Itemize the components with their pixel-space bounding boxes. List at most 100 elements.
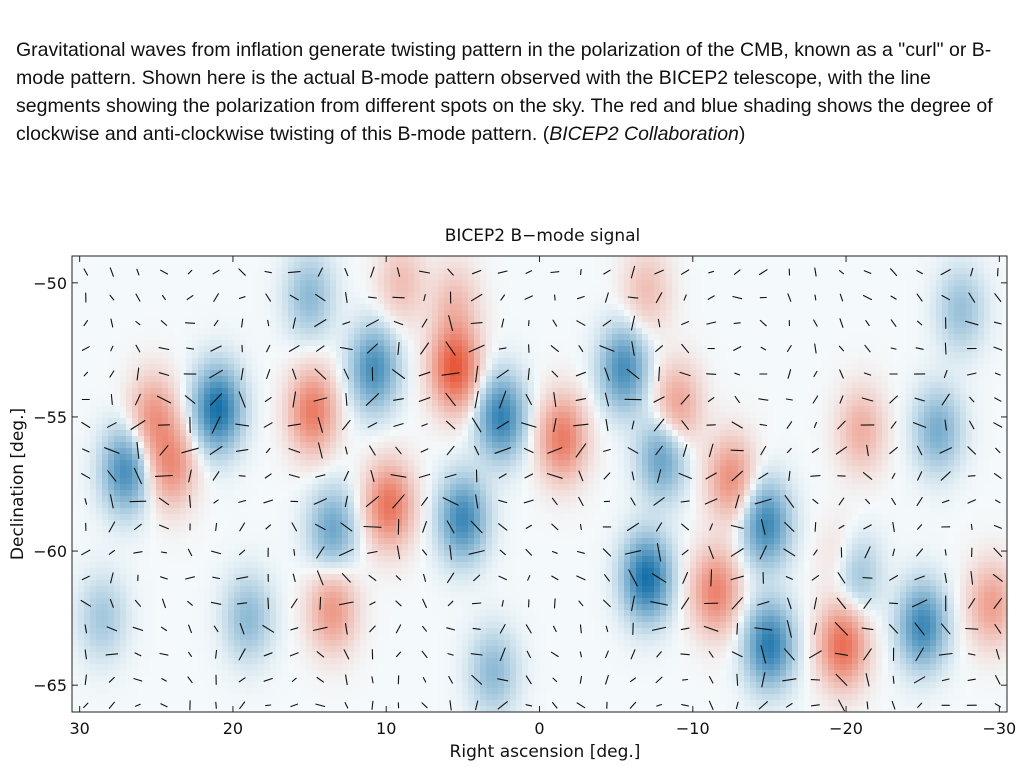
heat-cell	[942, 286, 949, 293]
heat-cell	[72, 394, 79, 401]
heat-cell	[132, 316, 139, 323]
heat-cell	[306, 328, 313, 335]
heat-cell	[636, 364, 643, 371]
heat-cell	[288, 268, 295, 275]
heat-cell	[360, 334, 367, 341]
heat-cell	[378, 406, 385, 413]
heat-cell	[222, 280, 229, 287]
heat-cell	[774, 400, 781, 407]
heat-cell	[456, 298, 463, 305]
heat-cell	[792, 304, 799, 311]
heat-cell	[798, 418, 805, 425]
heat-cell	[282, 394, 289, 401]
heat-cell	[432, 436, 439, 443]
heat-cell	[444, 382, 451, 389]
heat-cell	[990, 424, 997, 431]
heat-cell	[840, 340, 847, 347]
heat-cell	[468, 406, 475, 413]
heat-cell	[324, 316, 331, 323]
heat-cell	[600, 442, 607, 449]
heat-cell	[162, 388, 169, 395]
heat-cell	[342, 292, 349, 299]
heat-cell	[198, 262, 205, 269]
heat-cell	[852, 286, 859, 293]
heat-cell	[714, 280, 721, 287]
heat-cell	[570, 256, 577, 263]
heat-cell	[252, 424, 259, 431]
heat-cell	[732, 382, 739, 389]
heat-cell	[942, 352, 949, 359]
heat-cell	[246, 340, 253, 347]
heat-cell	[948, 262, 955, 269]
heat-cell	[426, 256, 433, 263]
heat-cell	[204, 328, 211, 335]
heat-cell	[918, 370, 925, 377]
heat-cell	[204, 346, 211, 353]
heat-cell	[600, 316, 607, 323]
heat-cell	[624, 364, 631, 371]
heat-cell	[996, 334, 1003, 341]
heat-cell	[348, 370, 355, 377]
heat-cell	[132, 274, 139, 281]
heat-cell	[534, 352, 541, 359]
heat-cell	[570, 430, 577, 437]
heat-cell	[660, 364, 667, 371]
heat-cell	[684, 406, 691, 413]
heat-cell	[1002, 292, 1007, 299]
heat-cell	[402, 358, 409, 365]
heat-cell	[732, 256, 739, 263]
heat-cell	[558, 274, 565, 281]
heat-cell	[618, 268, 625, 275]
heat-cell	[72, 436, 79, 443]
heat-cell	[492, 406, 499, 413]
heat-cell	[600, 304, 607, 311]
heat-cell	[804, 310, 811, 317]
heat-cell	[834, 424, 841, 431]
heat-cell	[534, 262, 541, 269]
heat-cell	[408, 418, 415, 425]
heat-cell	[990, 406, 997, 413]
heat-cell	[324, 268, 331, 275]
heat-cell	[486, 310, 493, 317]
heat-cell	[288, 316, 295, 323]
heat-cell	[678, 304, 685, 311]
heat-cell	[858, 364, 865, 371]
heat-cell	[120, 310, 127, 317]
heat-cell	[864, 442, 871, 449]
heat-cell	[444, 394, 451, 401]
heat-cell	[522, 298, 529, 305]
heat-cell	[930, 256, 937, 263]
heat-cell	[822, 388, 829, 395]
heat-cell	[126, 394, 133, 401]
heat-cell	[114, 304, 121, 311]
heat-cell	[522, 310, 529, 317]
heat-cell	[396, 310, 403, 317]
heat-cell	[834, 280, 841, 287]
heat-cell	[354, 382, 361, 389]
heat-cell	[780, 292, 787, 299]
heat-cell	[732, 442, 739, 449]
heat-cell	[936, 304, 943, 311]
heat-cell	[624, 280, 631, 287]
heat-cell	[420, 418, 427, 425]
heat-cell	[228, 280, 235, 287]
heat-cell	[498, 274, 505, 281]
heat-cell	[84, 262, 91, 269]
heat-cell	[348, 256, 355, 263]
heat-cell	[318, 334, 325, 341]
heat-cell	[426, 406, 433, 413]
heat-cell	[528, 322, 535, 329]
heat-cell	[546, 400, 553, 407]
heat-cell	[858, 334, 865, 341]
heat-cell	[78, 268, 85, 275]
heat-cell	[804, 376, 811, 383]
heat-cell	[612, 316, 619, 323]
heat-cell	[132, 376, 139, 383]
heat-cell	[942, 298, 949, 305]
heat-cell	[840, 286, 847, 293]
heat-cell	[198, 442, 205, 449]
heat-cell	[498, 280, 505, 287]
heat-cell	[762, 400, 769, 407]
heat-cell	[474, 352, 481, 359]
heat-cell	[756, 370, 763, 377]
